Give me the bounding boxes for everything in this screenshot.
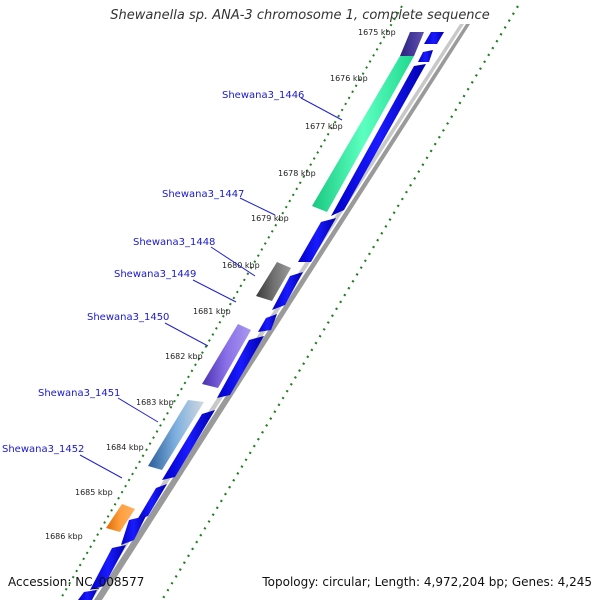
- gene-callout-line: [239, 197, 276, 216]
- kbp-tick-label: 1684 kbp: [106, 443, 144, 452]
- cds-forward-8[interactable]: [162, 410, 215, 480]
- gene-feature-shewana3-1450[interactable]: [202, 324, 251, 388]
- kbp-tick-label: 1682 kbp: [165, 352, 203, 361]
- kbp-tick-label: 1685 kbp: [75, 488, 113, 497]
- cds-forward-3[interactable]: [331, 64, 426, 216]
- gene-callout-line: [192, 279, 237, 303]
- cds-forward-2[interactable]: [418, 50, 433, 62]
- gene-label-shewana3-1448[interactable]: Shewana3_1448: [133, 237, 215, 248]
- gene-label-shewana3-1447[interactable]: Shewana3_1447: [162, 189, 244, 200]
- gene-label-shewana3-1450[interactable]: Shewana3_1450: [87, 312, 169, 323]
- kbp-tick-label: 1679 kbp: [251, 214, 289, 223]
- backbone-shadow: [94, 24, 470, 600]
- gene-label-callouts: Shewana3_1446 Shewana3_1447 Shewana3_1448 S…: [2, 90, 343, 479]
- kbp-tick-label: 1686 kbp: [45, 532, 83, 541]
- forward-cds-track: [78, 32, 444, 600]
- kbp-tick-label: 1676 kbp: [330, 74, 368, 83]
- gene-callout-line: [117, 397, 159, 423]
- cds-forward-12[interactable]: [78, 590, 97, 600]
- gene-callout-line: [210, 246, 256, 277]
- kbp-tick-label: 1681 kbp: [193, 307, 231, 316]
- cds-forward-7[interactable]: [217, 336, 264, 398]
- gene-label-shewana3-1449[interactable]: Shewana3_1449: [114, 269, 196, 280]
- gene-feature-shewana3-1446[interactable]: [312, 56, 414, 212]
- outer-dotted-ring: [161, 5, 519, 600]
- cds-forward-5[interactable]: [272, 272, 303, 310]
- cds-forward-4[interactable]: [298, 218, 336, 262]
- kbp-tick-label: 1678 kbp: [278, 169, 316, 178]
- gene-label-shewana3-1446[interactable]: Shewana3_1446: [222, 90, 304, 101]
- genome-summary-label: Topology: circular; Length: 4,972,204 bp…: [262, 575, 592, 589]
- kbp-tick-label: 1677 kbp: [305, 122, 343, 131]
- cds-forward-1[interactable]: [424, 32, 444, 44]
- cds-forward-10[interactable]: [121, 516, 146, 545]
- kbp-tick-labels: 1675 kbp 1676 kbp 1677 kbp 1678 kbp 1679 kbp…: [45, 28, 396, 541]
- gene-callout-line: [300, 97, 343, 121]
- gene-label-shewana3-1451[interactable]: Shewana3_1451: [38, 388, 120, 399]
- accession-label: Accession: NC_008577: [8, 575, 145, 589]
- cds-forward-6[interactable]: [258, 314, 277, 332]
- gene-feature-shewana3-1452[interactable]: [106, 504, 135, 532]
- gene-features: [106, 32, 424, 532]
- cds-forward-11[interactable]: [90, 545, 126, 590]
- gene-feature-top[interactable]: [400, 32, 424, 56]
- gene-callout-line: [164, 322, 209, 347]
- kbp-tick-label: 1675 kbp: [358, 28, 396, 37]
- kbp-tick-label: 1680 kbp: [222, 261, 260, 270]
- kbp-tick-label: 1683 kbp: [136, 398, 174, 407]
- gene-callout-line: [79, 454, 123, 479]
- gene-label-shewana3-1452[interactable]: Shewana3_1452: [2, 444, 84, 455]
- cds-forward-9[interactable]: [137, 484, 167, 520]
- gene-feature-shewana3-1451[interactable]: [148, 400, 204, 470]
- gene-feature-shewana3-1448[interactable]: [256, 262, 291, 301]
